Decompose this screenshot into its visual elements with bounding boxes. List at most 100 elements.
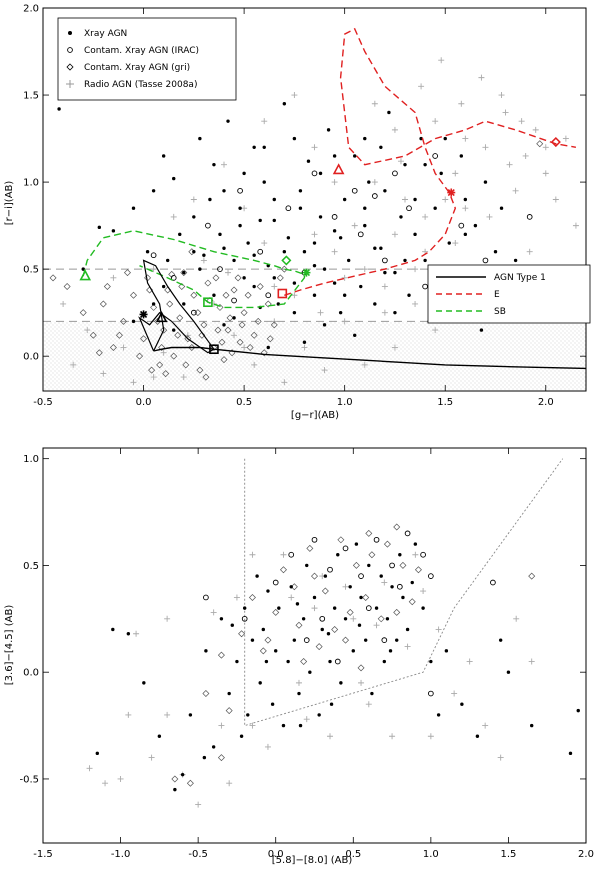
- xray-agn-point: [218, 232, 222, 237]
- legend-marker-xray: [68, 31, 72, 35]
- xray-agn-point: [232, 258, 236, 263]
- radio-agn-point: [117, 775, 124, 782]
- radio-agn-point: [291, 92, 298, 99]
- x-tick-label: 2.0: [538, 397, 554, 408]
- xray-agn-point: [292, 136, 297, 141]
- x-tick-label: 0.5: [236, 397, 252, 408]
- y-tick-label: -0.5: [19, 774, 39, 785]
- xray-agn-point: [390, 585, 394, 589]
- contam-gri-point: [156, 361, 164, 369]
- legend-label: E: [494, 290, 500, 300]
- plot-frame: [42, 7, 587, 392]
- contam-gri-point: [264, 636, 272, 644]
- contam-gri-point: [148, 366, 156, 374]
- xray-agn-point: [131, 319, 136, 324]
- contam-gri-point: [357, 664, 365, 672]
- xray-agn-point: [222, 246, 226, 250]
- xray-agn-point: [131, 206, 136, 210]
- xray-agn-point: [318, 215, 323, 219]
- legend-marker-irac: [67, 47, 73, 53]
- contam-gri-point: [279, 566, 287, 574]
- radio-agn-point: [404, 643, 411, 650]
- legend-marker-gri: [66, 63, 74, 71]
- xray-agn-point: [182, 270, 186, 275]
- contam-gri-point: [202, 373, 210, 381]
- radio-agn-point: [397, 158, 404, 165]
- xray-agn-point: [423, 258, 427, 263]
- track-marker-triangle: [332, 163, 345, 175]
- contam-irac-point: [482, 257, 489, 264]
- xray-agn-point: [208, 197, 212, 202]
- xray-agn-point: [342, 197, 347, 202]
- xray-agn-point: [393, 270, 397, 275]
- panel-top: -0.5 0.0 0.5 1.0 1.5 2.0 0.0 0.5 1.0 1.5 2.0 [g−r…: [4, 4, 591, 421]
- radio-agn-point: [280, 551, 287, 558]
- xray-agn-point: [298, 206, 303, 210]
- radio-agn-point: [261, 240, 268, 247]
- contam-gri-point: [95, 349, 103, 357]
- radio-agn-point: [342, 583, 349, 590]
- track-marker-square: [203, 297, 213, 308]
- x-tick-label: 2.0: [578, 849, 594, 860]
- contam-irac-point: [373, 536, 380, 543]
- radio-agn-point: [532, 126, 539, 133]
- radio-agn-point: [381, 283, 388, 290]
- legend-top: Xray AGN Contam. Xray AGN (IRAC) Contam.…: [57, 17, 237, 101]
- contam-gri-point: [250, 331, 258, 339]
- xray-agn-point: [320, 627, 324, 632]
- xray-agn-point: [202, 755, 207, 760]
- xray-agn-point: [413, 197, 417, 202]
- xray-agn-point: [97, 225, 102, 230]
- contam-gri-point: [196, 366, 204, 374]
- track-markers: [79, 136, 561, 355]
- legend-marker-radio: [66, 80, 74, 88]
- radio-agn-point: [281, 379, 288, 386]
- xray-agn-point: [328, 659, 332, 664]
- track-marker-asterisk: [447, 188, 456, 197]
- y-tick-label: 1.5: [23, 91, 39, 102]
- xray-agn-point: [338, 236, 343, 240]
- radio-agn-point: [288, 594, 295, 601]
- radio-agn-point: [295, 679, 302, 686]
- plot-frame: [42, 447, 587, 844]
- x-tick-label: -1.0: [111, 849, 131, 860]
- xray-agn-point: [513, 258, 518, 263]
- contam-gri-point: [414, 566, 422, 574]
- xray-agn-point: [393, 310, 397, 315]
- contam-gri-point: [200, 321, 208, 329]
- legend-label: Contam. Xray AGN (gri): [84, 63, 190, 73]
- xray-agn-point: [172, 176, 176, 181]
- contam-gri-point: [166, 300, 174, 308]
- contam-irac-point: [351, 187, 358, 194]
- contam-gri-point: [259, 647, 267, 655]
- contam-gri-point: [300, 658, 308, 666]
- xray-agn-point: [312, 263, 317, 268]
- xray-agn-point: [292, 281, 297, 285]
- xray-agn-point: [395, 638, 399, 642]
- xray-agn-point: [252, 284, 256, 289]
- contam-gri-point: [222, 291, 230, 299]
- contam-gri-point: [103, 283, 111, 291]
- xray-agn-point: [222, 189, 226, 193]
- xray-agn-point: [204, 649, 208, 653]
- radio-agn-point: [86, 765, 93, 772]
- contam-gri-point: [383, 540, 391, 548]
- xray-agn-point: [272, 197, 276, 202]
- track-agn-type-1: [153, 346, 587, 370]
- contam-gri-point: [365, 529, 373, 537]
- xray-agn-point: [252, 145, 256, 149]
- xray-agn-point: [126, 632, 131, 636]
- xray-agn-point: [413, 232, 417, 237]
- xray-agn-point: [460, 702, 464, 706]
- radio-agn-point: [350, 615, 357, 622]
- xray-agn-point: [282, 102, 287, 106]
- radio-agn-point: [528, 658, 535, 665]
- xray-agn-point: [212, 293, 216, 297]
- radio-agn-point: [482, 722, 489, 729]
- xray-agn-point: [305, 563, 309, 568]
- radio-agn-point: [150, 374, 157, 381]
- x-tick-label: 0.5: [345, 849, 361, 860]
- contam-gri-point: [226, 314, 234, 322]
- xray-agn-point: [483, 180, 488, 184]
- contam-gri-point: [171, 775, 179, 783]
